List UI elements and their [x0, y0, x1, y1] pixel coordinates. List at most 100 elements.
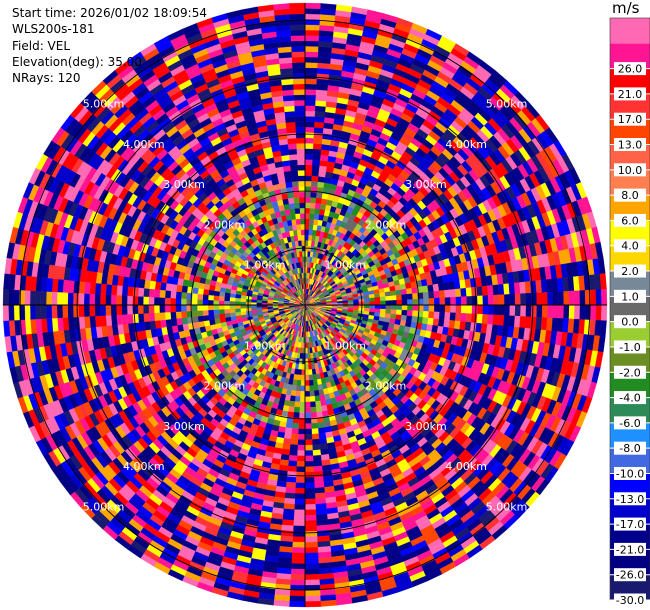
- velocity-cell: [304, 541, 318, 548]
- velocity-cell: [406, 287, 413, 295]
- velocity-cell: [317, 176, 326, 183]
- velocity-cell: [390, 290, 397, 297]
- velocity-cell: [396, 294, 403, 301]
- velocity-cell: [412, 310, 419, 317]
- velocity-cell: [304, 407, 311, 414]
- velocity-cell: [170, 318, 178, 327]
- velocity-cell: [304, 520, 317, 527]
- velocity-cell: [482, 304, 489, 315]
- velocity-cell: [300, 385, 306, 392]
- velocity-cell: [428, 311, 435, 319]
- velocity-cell: [304, 487, 316, 494]
- velocity-cell: [400, 288, 408, 296]
- velocity-cell: [304, 223, 310, 230]
- velocity-cell: [219, 313, 226, 319]
- velocity-cell: [121, 314, 129, 325]
- velocity-cell: [304, 547, 319, 554]
- velocity-cell: [493, 294, 500, 306]
- velocity-cell: [492, 314, 500, 326]
- velocity-cell: [165, 318, 172, 328]
- velocity-cell: [390, 309, 397, 315]
- velocity-cell: [412, 298, 419, 306]
- velocity-cell: [304, 196, 311, 203]
- velocity-cell: [574, 304, 581, 320]
- velocity-cell: [380, 304, 387, 310]
- velocity-cell: [428, 291, 435, 299]
- velocity-cell: [287, 411, 294, 418]
- velocity-cell: [315, 89, 328, 96]
- velocity-cell: [363, 298, 370, 303]
- velocity-cell: [599, 320, 607, 337]
- velocity-cell: [304, 477, 315, 484]
- velocity-cell: [213, 309, 220, 315]
- velocity-cell: [229, 308, 236, 314]
- velocity-cell: [143, 313, 150, 323]
- velocity-cell: [299, 407, 306, 414]
- velocity-cell: [208, 314, 215, 321]
- velocity-cell: [304, 439, 313, 446]
- velocity-cell: [314, 202, 322, 210]
- velocity-cell: [289, 449, 298, 456]
- velocity-cell: [563, 291, 570, 306]
- velocity-cell: [304, 132, 315, 139]
- velocity-cell: [438, 311, 446, 320]
- velocity-cell: [289, 444, 298, 451]
- velocity-cell: [148, 312, 155, 322]
- velocity-cell: [281, 519, 294, 526]
- velocity-cell: [369, 308, 376, 313]
- velocity-cell: [307, 363, 312, 370]
- velocity-cell: [308, 379, 314, 386]
- velocity-cell: [450, 304, 457, 314]
- velocity-cell: [290, 433, 299, 440]
- velocity-cell: [304, 471, 315, 478]
- velocity-cell: [406, 315, 413, 323]
- velocity-cell: [411, 316, 418, 323]
- velocity-cell: [304, 385, 310, 392]
- velocity-cell: [318, 170, 327, 178]
- velocity-cell: [214, 318, 221, 325]
- velocity-cell: [595, 289, 602, 306]
- velocity-cell: [304, 35, 320, 42]
- velocity-cell: [313, 143, 323, 150]
- velocity-cell: [304, 170, 313, 176]
- velocity-cell: [293, 412, 300, 419]
- velocity-cell: [316, 192, 323, 199]
- velocity-cell: [465, 287, 473, 297]
- velocity-cell: [311, 433, 320, 440]
- velocity-cell: [224, 308, 231, 314]
- velocity-cell: [316, 78, 329, 86]
- velocity-cell: [170, 311, 177, 320]
- velocity-cell: [314, 492, 326, 500]
- velocity-cell: [318, 389, 325, 396]
- velocity-cell: [315, 94, 328, 102]
- velocity-cell: [369, 297, 376, 302]
- velocity-cell: [487, 294, 494, 306]
- velocity-cell: [364, 304, 370, 309]
- velocity-cell: [390, 295, 397, 301]
- velocity-cell: [476, 313, 483, 324]
- velocity-cell: [296, 461, 306, 467]
- velocity-cell: [428, 304, 435, 312]
- velocity-cell: [304, 213, 310, 219]
- velocity-cell: [304, 29, 320, 36]
- velocity-cell: [3, 320, 11, 337]
- velocity-cell: [304, 434, 313, 440]
- velocity-cell: [78, 316, 86, 329]
- velocity-cell: [400, 314, 408, 322]
- velocity-cell: [311, 175, 319, 182]
- velocity-cell: [304, 2, 321, 9]
- velocity-cell: [250, 307, 257, 311]
- velocity-cell: [304, 180, 312, 187]
- velocity-cell: [389, 285, 396, 292]
- velocity-cell: [304, 153, 314, 160]
- velocity-cell: [218, 309, 225, 315]
- velocity-cell: [304, 229, 310, 236]
- velocity-cell: [176, 317, 183, 326]
- velocity-cell: [309, 401, 316, 408]
- velocity-cell: [401, 309, 408, 316]
- velocity-cell: [563, 304, 570, 319]
- velocity-cell: [291, 428, 299, 435]
- velocity-cell: [301, 364, 306, 370]
- velocity-cell: [552, 304, 559, 319]
- velocity-cell: [314, 116, 325, 123]
